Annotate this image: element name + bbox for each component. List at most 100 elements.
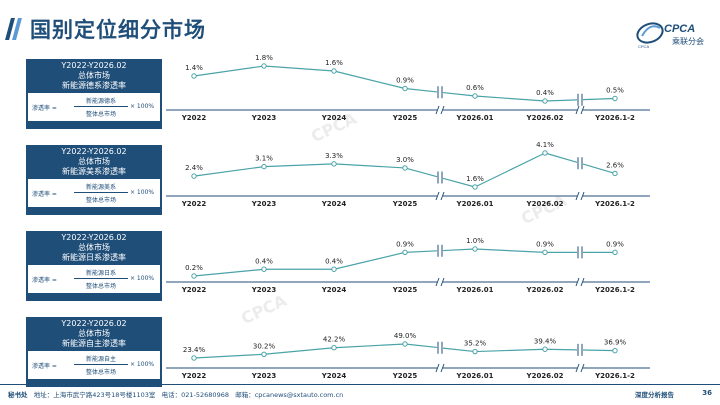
x-axis-break (435, 105, 445, 115)
formula-denominator: 整体总市场 (85, 283, 116, 290)
series-line (263, 347, 335, 355)
data-label: 0.4% (325, 257, 343, 265)
data-label: 30.2% (253, 342, 276, 350)
data-point (542, 346, 548, 352)
series-line (582, 97, 616, 101)
x-tick-label: Y2024 (321, 372, 347, 380)
footer-secretariat: 秘书处 (8, 391, 28, 399)
x-tick-label: Y2023 (251, 200, 277, 208)
data-point (542, 150, 548, 156)
data-label: 0.9% (396, 77, 414, 85)
data-label: 3.0% (396, 156, 414, 164)
report-tag: 深度分析报告 (635, 391, 674, 399)
data-point (402, 165, 408, 171)
data-point (191, 173, 197, 179)
data-label: 1.4% (185, 64, 203, 72)
formula-denominator: 整体总市场 (85, 111, 116, 118)
x-tick-label: Y2022 (181, 286, 207, 294)
x-tick-label: Y2026.01 (456, 286, 494, 294)
x-axis-break (575, 191, 585, 201)
penetration-formula: 渗透率 = 新能源德系整体总市场 × 100% (28, 93, 160, 121)
data-label: 0.9% (606, 240, 624, 248)
data-point (261, 351, 267, 357)
panel-label: Y2022-Y2026.02 总体市场 新能源美系渗透率 渗透率 = 新能源美系 整体总市… (26, 145, 162, 215)
series-line (474, 248, 546, 253)
data-point (191, 73, 197, 79)
formula-lhs: 渗透率 = (32, 105, 57, 112)
data-point (331, 345, 337, 351)
x-axis-break (435, 277, 445, 287)
logo-small-text: CPCA (638, 44, 649, 49)
formula-fraction-bar (74, 106, 128, 107)
panel-label-line: Y2022-Y2026.02 (61, 319, 127, 328)
footer-address-label: 地址： (33, 391, 54, 399)
data-label: 23.4% (183, 346, 206, 354)
x-tick-label: Y2026.02 (526, 286, 564, 294)
series-line (404, 87, 438, 93)
series-line (442, 91, 476, 97)
data-label: 39.4% (534, 337, 557, 345)
x-tick-label: Y2024 (321, 114, 347, 122)
data-label: 1.0% (466, 237, 484, 245)
x-tick-label: Y2026.01 (456, 114, 494, 122)
formula-multiplier: × 100% (130, 275, 155, 282)
data-label: 42.2% (323, 336, 346, 344)
x-axis-break (435, 191, 445, 201)
x-tick-label: Y2023 (251, 114, 277, 122)
data-point (191, 355, 197, 361)
footer-phone: 021-52680968 (181, 391, 229, 399)
formula-numerator: 新能源美系 (85, 184, 116, 191)
x-axis-break (575, 363, 585, 373)
data-point (472, 184, 478, 190)
data-label: 36.9% (604, 339, 627, 347)
data-point (402, 341, 408, 347)
x-tick-label: Y2026.02 (526, 200, 564, 208)
series-line (544, 348, 578, 351)
x-tick-label: Y2022 (181, 200, 207, 208)
data-label: 0.6% (466, 84, 484, 92)
panel-label-line: 总体市场 (78, 157, 110, 166)
formula-fraction-bar (74, 192, 128, 193)
x-axis-break (575, 277, 585, 287)
panel-label-line: 新能源美系渗透率 (62, 167, 126, 176)
data-label: 2.6% (606, 161, 624, 169)
series-line (582, 163, 616, 174)
x-tick-label: Y2026.1-2 (594, 286, 635, 294)
series-break (437, 341, 443, 354)
panel-label: Y2022-Y2026.02 总体市场 新能源自主渗透率 渗透率 = 新能源自主 整体总市… (26, 317, 162, 387)
data-label: 0.9% (396, 240, 414, 248)
cpca-logo: CPCA 乘联分会 CPCA (636, 22, 704, 49)
series-line (404, 343, 438, 349)
series-line (582, 349, 616, 352)
data-point (261, 266, 267, 272)
page-number: 36 (702, 389, 712, 397)
data-label: 2.4% (185, 164, 203, 172)
panel-label-line: 新能源日系渗透率 (62, 253, 126, 262)
panel-label-line: 总体市场 (78, 329, 110, 338)
series-line (333, 251, 406, 270)
data-label: 1.6% (466, 175, 484, 183)
panel-label-line: Y2022-Y2026.02 (61, 233, 127, 242)
series-break (577, 343, 583, 356)
data-point (331, 68, 337, 74)
data-point (612, 347, 618, 354)
formula-multiplier: × 100% (130, 103, 155, 110)
series-line (442, 177, 476, 188)
panel-label-line: 新能源自主渗透率 (62, 339, 126, 348)
x-tick-label: Y2025 (392, 372, 418, 380)
formula-multiplier: × 100% (130, 189, 155, 196)
formula-lhs: 渗透率 = (32, 277, 57, 284)
x-tick-label: Y2024 (321, 200, 347, 208)
data-label: 0.9% (536, 240, 554, 248)
data-point (402, 249, 408, 256)
data-point (472, 246, 478, 252)
formula-numerator: 新能源德系 (85, 98, 116, 105)
series-line (263, 65, 335, 72)
series-line (474, 152, 546, 188)
data-label: 3.1% (255, 155, 273, 163)
formula-numerator: 新能源日系 (85, 270, 116, 277)
series-line (474, 95, 546, 102)
x-axis-break (435, 363, 445, 373)
data-label: 49.0% (394, 332, 417, 340)
